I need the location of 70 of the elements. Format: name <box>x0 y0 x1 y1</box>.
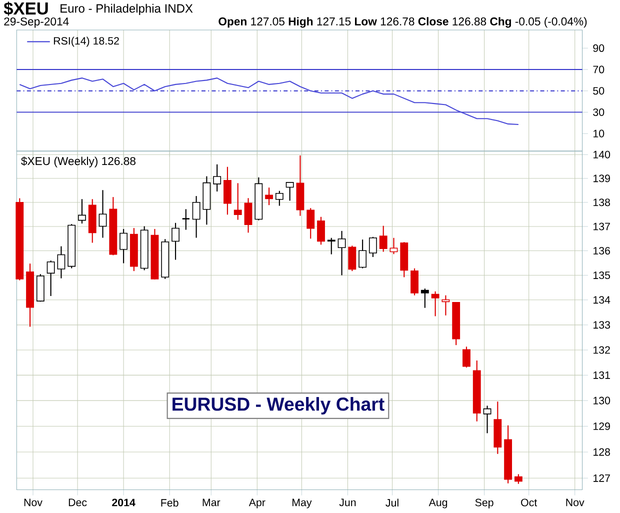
candlestick <box>213 164 222 192</box>
x-tick-label: Sep <box>475 498 494 508</box>
y-tick-label: 129 <box>593 422 610 430</box>
x-tick-label: Oct <box>521 498 538 506</box>
y-tick-label: 10 <box>593 130 604 138</box>
candlestick <box>57 246 66 279</box>
x-tick-label: Feb <box>161 498 178 507</box>
y-tick-label: 138 <box>593 198 610 206</box>
candlestick <box>192 195 200 238</box>
text: 29-Sep-2014 <box>4 17 69 28</box>
x-tick-label: May <box>292 498 312 508</box>
candlestick <box>172 222 180 260</box>
candlestick <box>390 237 398 255</box>
candlestick <box>244 198 252 234</box>
candlestick <box>514 474 522 484</box>
y-tick-label: 90 <box>593 44 604 52</box>
annotation: $XEU (Weekly) 126.88 <box>21 156 136 168</box>
candlestick <box>358 239 367 269</box>
candlestick <box>224 166 232 216</box>
x-tick-label: Nov <box>24 498 42 506</box>
y-tick-label: 139 <box>593 174 610 182</box>
x-tick-label: Nov <box>566 498 584 506</box>
y-tick-label: 135 <box>593 271 610 280</box>
candlestick <box>368 236 377 258</box>
candlestick <box>182 208 190 230</box>
candlestick <box>420 288 429 308</box>
y-tick-label: 127 <box>593 474 610 482</box>
candlestick <box>483 405 492 434</box>
y-tick-label: 134 <box>593 296 610 304</box>
candlestick <box>78 198 86 224</box>
x-tick-label: Dec <box>68 498 87 506</box>
candlestick <box>348 245 356 272</box>
candlestick <box>338 230 346 276</box>
candlestick <box>286 182 294 202</box>
x-tick-label: Jul <box>386 498 398 507</box>
candlestick <box>275 190 284 206</box>
x-tick-label: 2014 <box>112 498 136 506</box>
candlestick <box>317 216 325 246</box>
candlestick <box>120 228 128 264</box>
legend-label: RSI(14) 18.52 <box>54 36 119 47</box>
candlestick <box>234 182 242 220</box>
y-tick-label: 130 <box>593 396 610 404</box>
y-tick-label: 140 <box>593 150 610 158</box>
y-tick-label: 70 <box>593 66 604 74</box>
candlestick <box>265 187 274 206</box>
candlestick <box>410 268 418 296</box>
y-tick-label: 128 <box>593 448 610 456</box>
y-tick-label: 50 <box>593 87 604 95</box>
chart-title: $XEU <box>4 2 48 16</box>
y-tick-label: 136 <box>593 246 610 255</box>
candlestick <box>462 346 470 368</box>
candlestick <box>442 294 450 316</box>
y-tick-label: 131 <box>593 371 610 379</box>
y-tick-label: 133 <box>593 321 610 329</box>
y-tick-label: 30 <box>593 108 604 116</box>
text: Open 127.05 High 127.15 Low 126.78 Close 126.88 Chg -0.05 (-0.04%) <box>218 17 587 28</box>
candlestick <box>46 260 55 297</box>
annotation: EURUSD - Weekly Chart <box>172 397 384 414</box>
candlestick <box>306 208 315 240</box>
candlestick <box>379 225 388 252</box>
chart-subtitle: Euro - Philadelphia INDX <box>60 4 193 16</box>
y-tick-label: 137 <box>593 222 610 230</box>
x-tick-label: Jun <box>339 498 356 506</box>
candlestick <box>431 290 440 317</box>
x-tick-label: Apr <box>248 498 266 508</box>
x-tick-label: Aug <box>428 498 448 508</box>
candlestick <box>98 190 107 238</box>
candlestick <box>327 237 336 255</box>
y-tick-label: 132 <box>593 346 610 354</box>
x-tick-label: Mar <box>202 498 220 506</box>
